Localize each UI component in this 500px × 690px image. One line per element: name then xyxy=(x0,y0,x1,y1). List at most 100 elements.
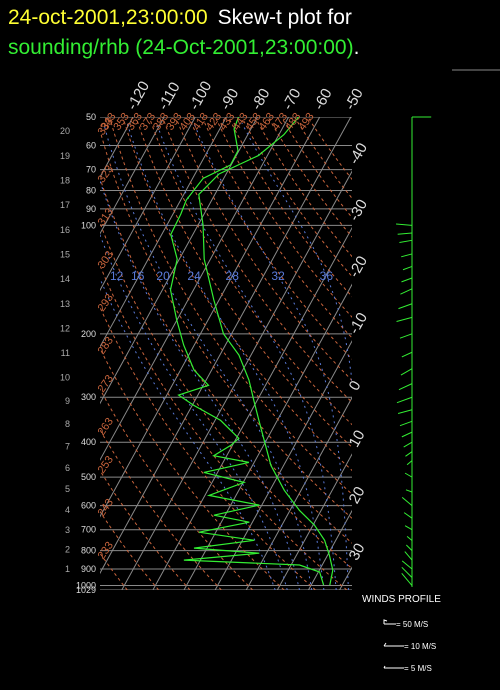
wind-barb xyxy=(400,368,413,376)
dry-adiabat xyxy=(100,428,222,590)
dry-adiabat xyxy=(100,128,352,519)
moist-adiabat xyxy=(193,122,349,590)
y2-tick-label: 2 xyxy=(65,545,70,555)
dry-adiabat xyxy=(201,117,352,339)
wind-barb xyxy=(401,351,413,358)
dry-adiabat xyxy=(100,176,352,544)
isotherm xyxy=(183,283,352,590)
moist-adiabat-label: 12 xyxy=(110,269,124,283)
title-text: Skew-t plot for xyxy=(218,6,352,29)
isotherm xyxy=(100,117,321,518)
wind-barb xyxy=(396,396,413,404)
moist-adiabat-label: 16 xyxy=(131,269,145,283)
legend-icon xyxy=(383,665,404,669)
wind-barb xyxy=(399,239,413,244)
dry-adiabat xyxy=(188,117,352,360)
wind-barb xyxy=(401,431,413,438)
title-date: 24-oct-2001,23:00:00 xyxy=(8,6,208,29)
y2-tick-label: 1 xyxy=(65,564,70,574)
y2-tick-label: 12 xyxy=(60,323,70,333)
y2-tick-label: 4 xyxy=(65,505,70,515)
y-tick-label: 800 xyxy=(81,546,96,556)
wind-barb xyxy=(405,451,413,457)
wind-barb xyxy=(404,472,413,478)
y2-tick-label: 7 xyxy=(65,441,70,451)
moist-adiabat xyxy=(126,122,325,590)
dry-adiabat xyxy=(175,117,352,382)
y2-tick-label: 13 xyxy=(60,299,70,309)
moist-adiabat xyxy=(103,122,313,590)
wind-barb xyxy=(405,544,413,551)
isotherm xyxy=(245,396,352,590)
y2-tick-label: 6 xyxy=(65,463,70,473)
wind-barb xyxy=(399,420,413,427)
isotherm xyxy=(100,117,227,348)
y-tick-label: 1000 xyxy=(76,581,96,591)
wind-barb xyxy=(404,551,413,561)
y2-tick-label: 3 xyxy=(65,525,70,535)
temperature-line xyxy=(198,117,334,586)
y-tick-label: 200 xyxy=(81,329,96,339)
isotherm xyxy=(152,226,352,590)
y-tick-label: 50 xyxy=(86,112,96,122)
wind-barb xyxy=(398,383,413,391)
y-tick-label: 100 xyxy=(81,220,96,230)
subtitle-source: sounding/rhb (24-Oct-2001,23:00:00) xyxy=(8,36,354,59)
isotherm xyxy=(214,340,352,590)
wind-barb xyxy=(400,288,413,295)
isotherm xyxy=(100,117,258,405)
y2-tick-label: 10 xyxy=(60,372,70,382)
wind-barb xyxy=(396,223,413,226)
legend-icon xyxy=(383,642,404,647)
plot-area xyxy=(100,117,352,590)
wind-barb xyxy=(397,232,413,235)
y2-tick-label: 19 xyxy=(60,151,70,161)
isotherm xyxy=(100,117,352,575)
isotherm xyxy=(121,170,352,590)
isotherm xyxy=(276,453,352,590)
x-tick-label: 20 xyxy=(346,484,369,507)
y-tick-label: 600 xyxy=(81,501,96,511)
wind-barb xyxy=(401,277,413,283)
wind-barb xyxy=(403,441,413,448)
y2-tick-label: 8 xyxy=(65,419,70,429)
legend-label: = 10 M/S xyxy=(404,642,436,651)
dry-adiabat xyxy=(148,117,352,426)
legend-icon xyxy=(383,619,396,625)
y2-tick-label: 20 xyxy=(60,126,70,136)
isotherm xyxy=(100,117,165,235)
legend-label: = 5 M/S xyxy=(404,664,432,673)
y2-tick-label: 5 xyxy=(65,484,70,494)
chart-subtitle: sounding/rhb (24-Oct-2001,23:00:00). xyxy=(8,36,359,59)
moist-adiabat xyxy=(156,122,337,590)
wind-barb xyxy=(406,460,413,466)
moist-adiabat-label: 28 xyxy=(226,269,240,283)
y-tick-label: 80 xyxy=(86,186,96,196)
wind-barb xyxy=(401,572,413,586)
isotherm xyxy=(100,117,290,461)
wind-profile xyxy=(396,116,432,587)
wind-barb xyxy=(401,566,413,578)
wind-barb xyxy=(406,536,413,541)
wind-barb xyxy=(403,512,413,519)
y-tick-label: 70 xyxy=(86,165,96,175)
subtitle-end: . xyxy=(354,36,360,59)
x-tick-label: 10 xyxy=(346,427,369,450)
dry-adiabat xyxy=(228,117,352,298)
y2-tick-label: 9 xyxy=(65,396,70,406)
dry-adiabat xyxy=(100,306,316,590)
moist-adiabat xyxy=(100,277,276,590)
y2-tick-label: 18 xyxy=(60,176,70,186)
moist-adiabat-label: 36 xyxy=(320,269,334,283)
y2-tick-label: 17 xyxy=(60,200,70,210)
y-tick-label: 60 xyxy=(86,141,96,151)
x-tick-label: 30 xyxy=(346,540,369,563)
y-tick-label: 300 xyxy=(81,392,96,402)
moist-adiabat-label: 20 xyxy=(156,269,170,283)
y2-tick-label: 15 xyxy=(60,250,70,260)
wind-barb xyxy=(404,525,413,531)
wind-barb xyxy=(401,497,413,507)
wind-barb xyxy=(397,409,413,414)
